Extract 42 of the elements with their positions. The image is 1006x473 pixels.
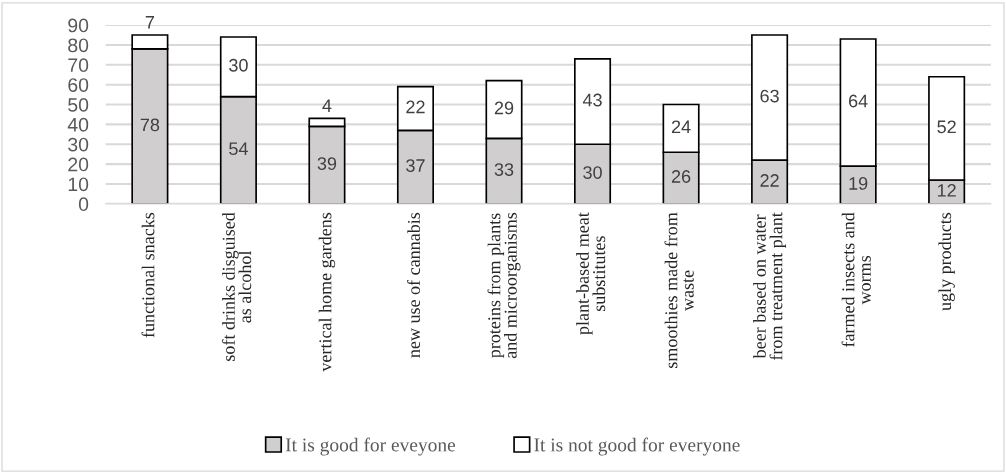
data-label: 30 [583,166,602,179]
y-tick-label: 60 [68,78,89,92]
data-label: 78 [140,118,160,132]
x-tick-label: vertical home gardens [318,212,336,372]
x-tick-label: beer based on water from treatment plant [753,212,787,361]
data-label: 63 [760,89,779,103]
y-tick-label: 30 [68,137,89,152]
x-tick-label: ugly products [938,212,955,311]
data-label: 19 [849,177,868,190]
x-tick-label: farmed insects and worms [841,212,871,348]
data-label: 39 [317,157,337,170]
y-tick-label: 90 [68,18,89,33]
y-tick-label: 0 [78,197,89,212]
data-label: 30 [229,58,248,72]
data-label: 24 [671,120,691,134]
y-tick-label: 80 [68,38,89,53]
data-label: 52 [937,120,956,134]
data-label: 29 [494,101,514,115]
data-label: 54 [229,142,248,156]
x-tick-label: functional snacks [141,212,155,338]
legend-label: It is good for eveyone [285,437,456,456]
data-label: 22 [406,100,425,114]
data-label: 7 [145,16,155,29]
data-label: 4 [322,99,332,112]
data-label: 37 [406,159,425,172]
data-label: 12 [937,184,956,197]
data-label: 33 [494,163,514,176]
data-label: 26 [671,170,691,183]
x-tick-label: proteins from plants and microorganisms [487,212,521,359]
data-label: 22 [760,174,779,187]
y-tick-label: 50 [68,98,89,112]
data-label: 64 [848,94,868,108]
y-tick-label: 40 [67,117,89,132]
data-label: 43 [582,93,602,107]
x-tick-label: plant-based meat substitutes [576,212,606,335]
x-tick-label: smoothies made from waste [664,212,694,368]
legend-label: It is not good for everyone [534,437,740,456]
y-tick-label: 70 [68,58,89,73]
y-tick-label: 20 [68,157,89,172]
x-tick-label: soft drinks disguised as alcohol [221,212,252,361]
x-tick-label: new use of cannabis [407,212,420,358]
y-tick-label: 10 [68,177,89,192]
